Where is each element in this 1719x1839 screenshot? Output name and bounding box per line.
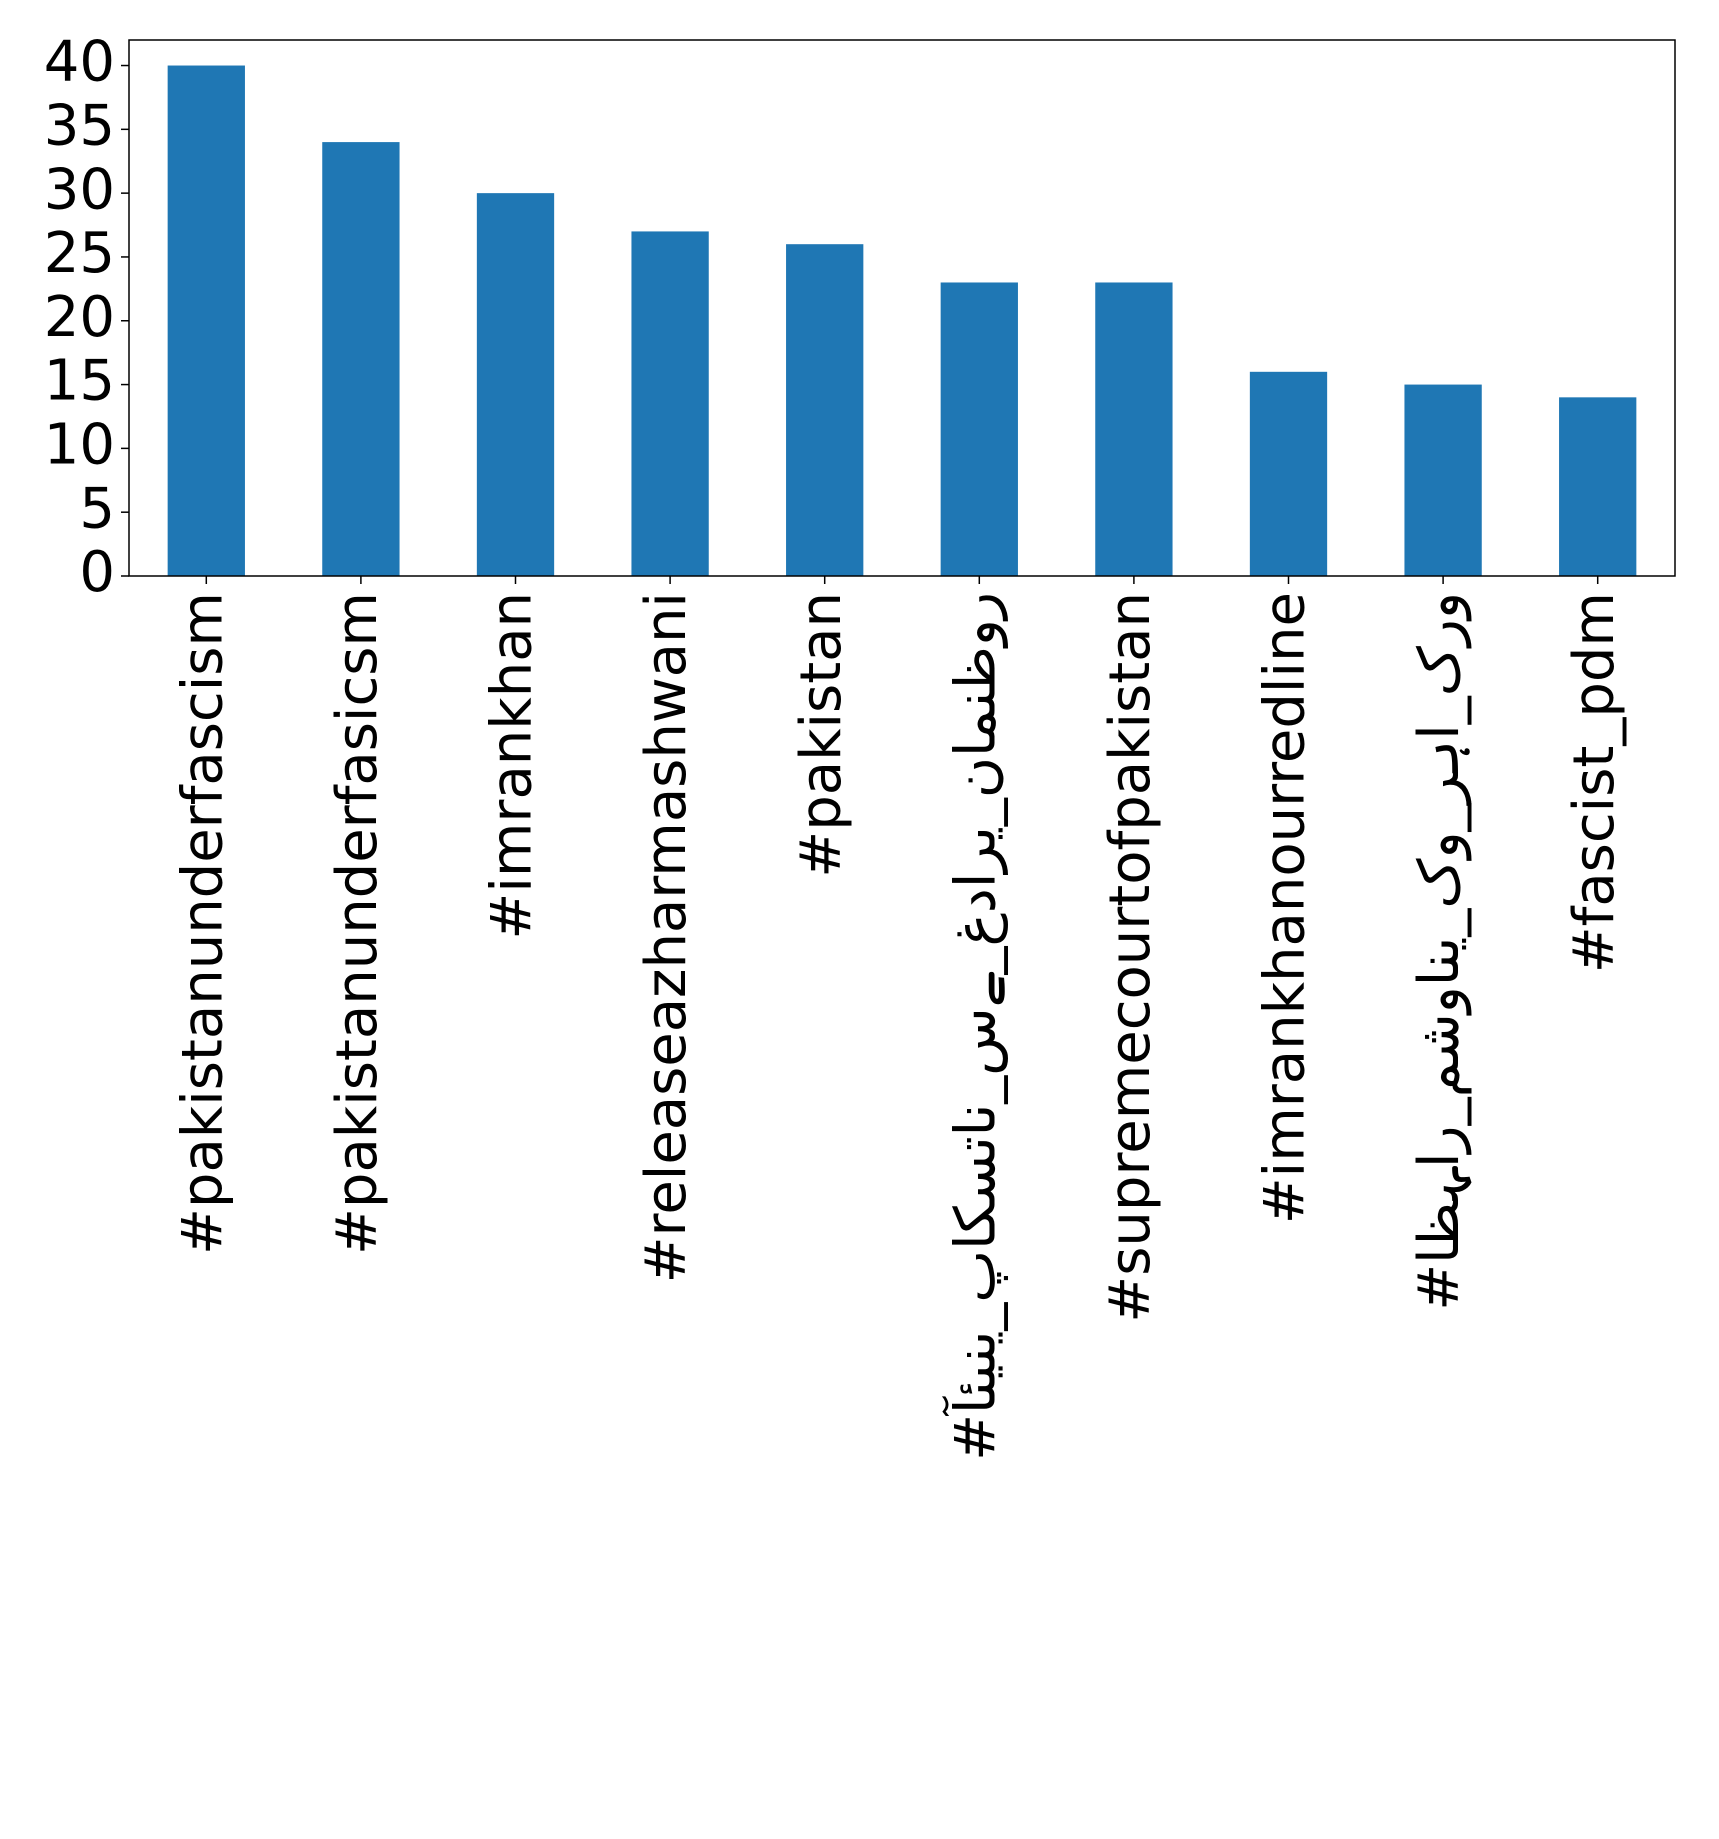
bar — [476, 193, 555, 576]
bar — [322, 142, 400, 576]
x-tick-label: #pakistanunderfascism — [170, 592, 235, 1255]
bar — [631, 231, 709, 576]
x-tick-label: #pakistan — [789, 592, 854, 878]
y-tick-label: 20 — [44, 285, 115, 350]
x-tick-label: #آئینی_پاکستان_سے_غداری_نامنظور — [941, 592, 1008, 1461]
y-tick-label: 15 — [44, 349, 115, 414]
bar — [786, 244, 864, 576]
y-tick-label: 10 — [44, 413, 115, 478]
x-tick-label: #imrankhan — [480, 592, 545, 940]
plot-frame — [128, 39, 1676, 577]
y-tick-label: 30 — [44, 157, 115, 222]
bar — [1559, 397, 1637, 576]
y-tick-label: 35 — [44, 93, 115, 158]
x-tick-label: #fascist_pdm — [1562, 592, 1627, 973]
x-tick-label: #pakistanunderfasicsm — [325, 592, 390, 1255]
bar — [940, 282, 1018, 576]
bar — [1404, 384, 1482, 576]
x-tick-label: #releaseazharmashwani — [634, 592, 699, 1283]
y-tick-label: 0 — [79, 540, 115, 605]
bar — [1095, 282, 1173, 576]
bar — [167, 65, 245, 577]
x-tick-label: #supremecourtofpakistan — [1098, 592, 1163, 1323]
y-tick-label: 5 — [79, 476, 115, 541]
bar — [1249, 371, 1328, 576]
y-tick-label: 25 — [44, 221, 115, 286]
x-tick-label: #اظہار_مشوانی_کو_رہا_کرو — [1407, 592, 1472, 1311]
y-tick-label: 40 — [44, 30, 115, 95]
x-tick-label: #imrankhanourredline — [1253, 592, 1318, 1224]
